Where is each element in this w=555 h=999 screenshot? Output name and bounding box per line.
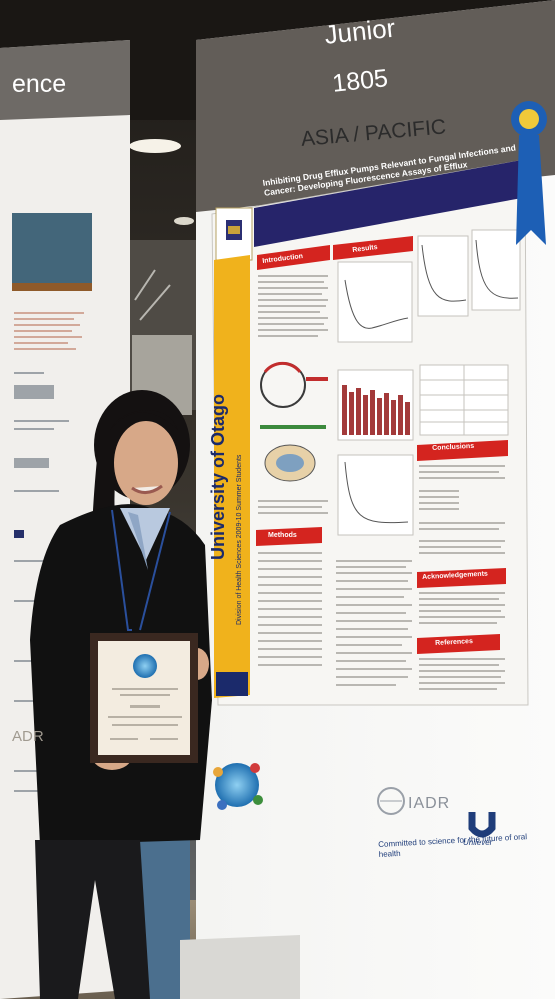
neighbor-poster-heading-fragment: ence [12,70,67,98]
section-header-conclusions [417,440,508,461]
iadr-wordmark: IADR [408,795,451,812]
section-title-methods: Methods [268,532,297,539]
poster-number: 1805 [331,64,390,98]
otago-side-bar [214,255,250,698]
ceiling-light [129,139,181,153]
board-header-banner [196,0,555,212]
section-header-introduction [257,245,330,270]
neighbor-logo-fragment: ADR [12,728,44,745]
unilever-logo [468,812,496,838]
section-header-methods [256,527,322,546]
competition-globe-logo [215,763,259,807]
section-header-references [417,634,500,654]
university-name: University of Otago [208,393,228,560]
section-header-results [333,236,413,260]
poster-text-lines [258,275,505,690]
university-division: Division of Health Sciences 2009-10 Summ… [236,454,243,625]
iadr-logo [377,787,405,815]
unilever-wordmark: Unilever [463,838,493,847]
poster-title-bar [254,160,522,247]
section-header-acknowledgements [417,568,506,588]
